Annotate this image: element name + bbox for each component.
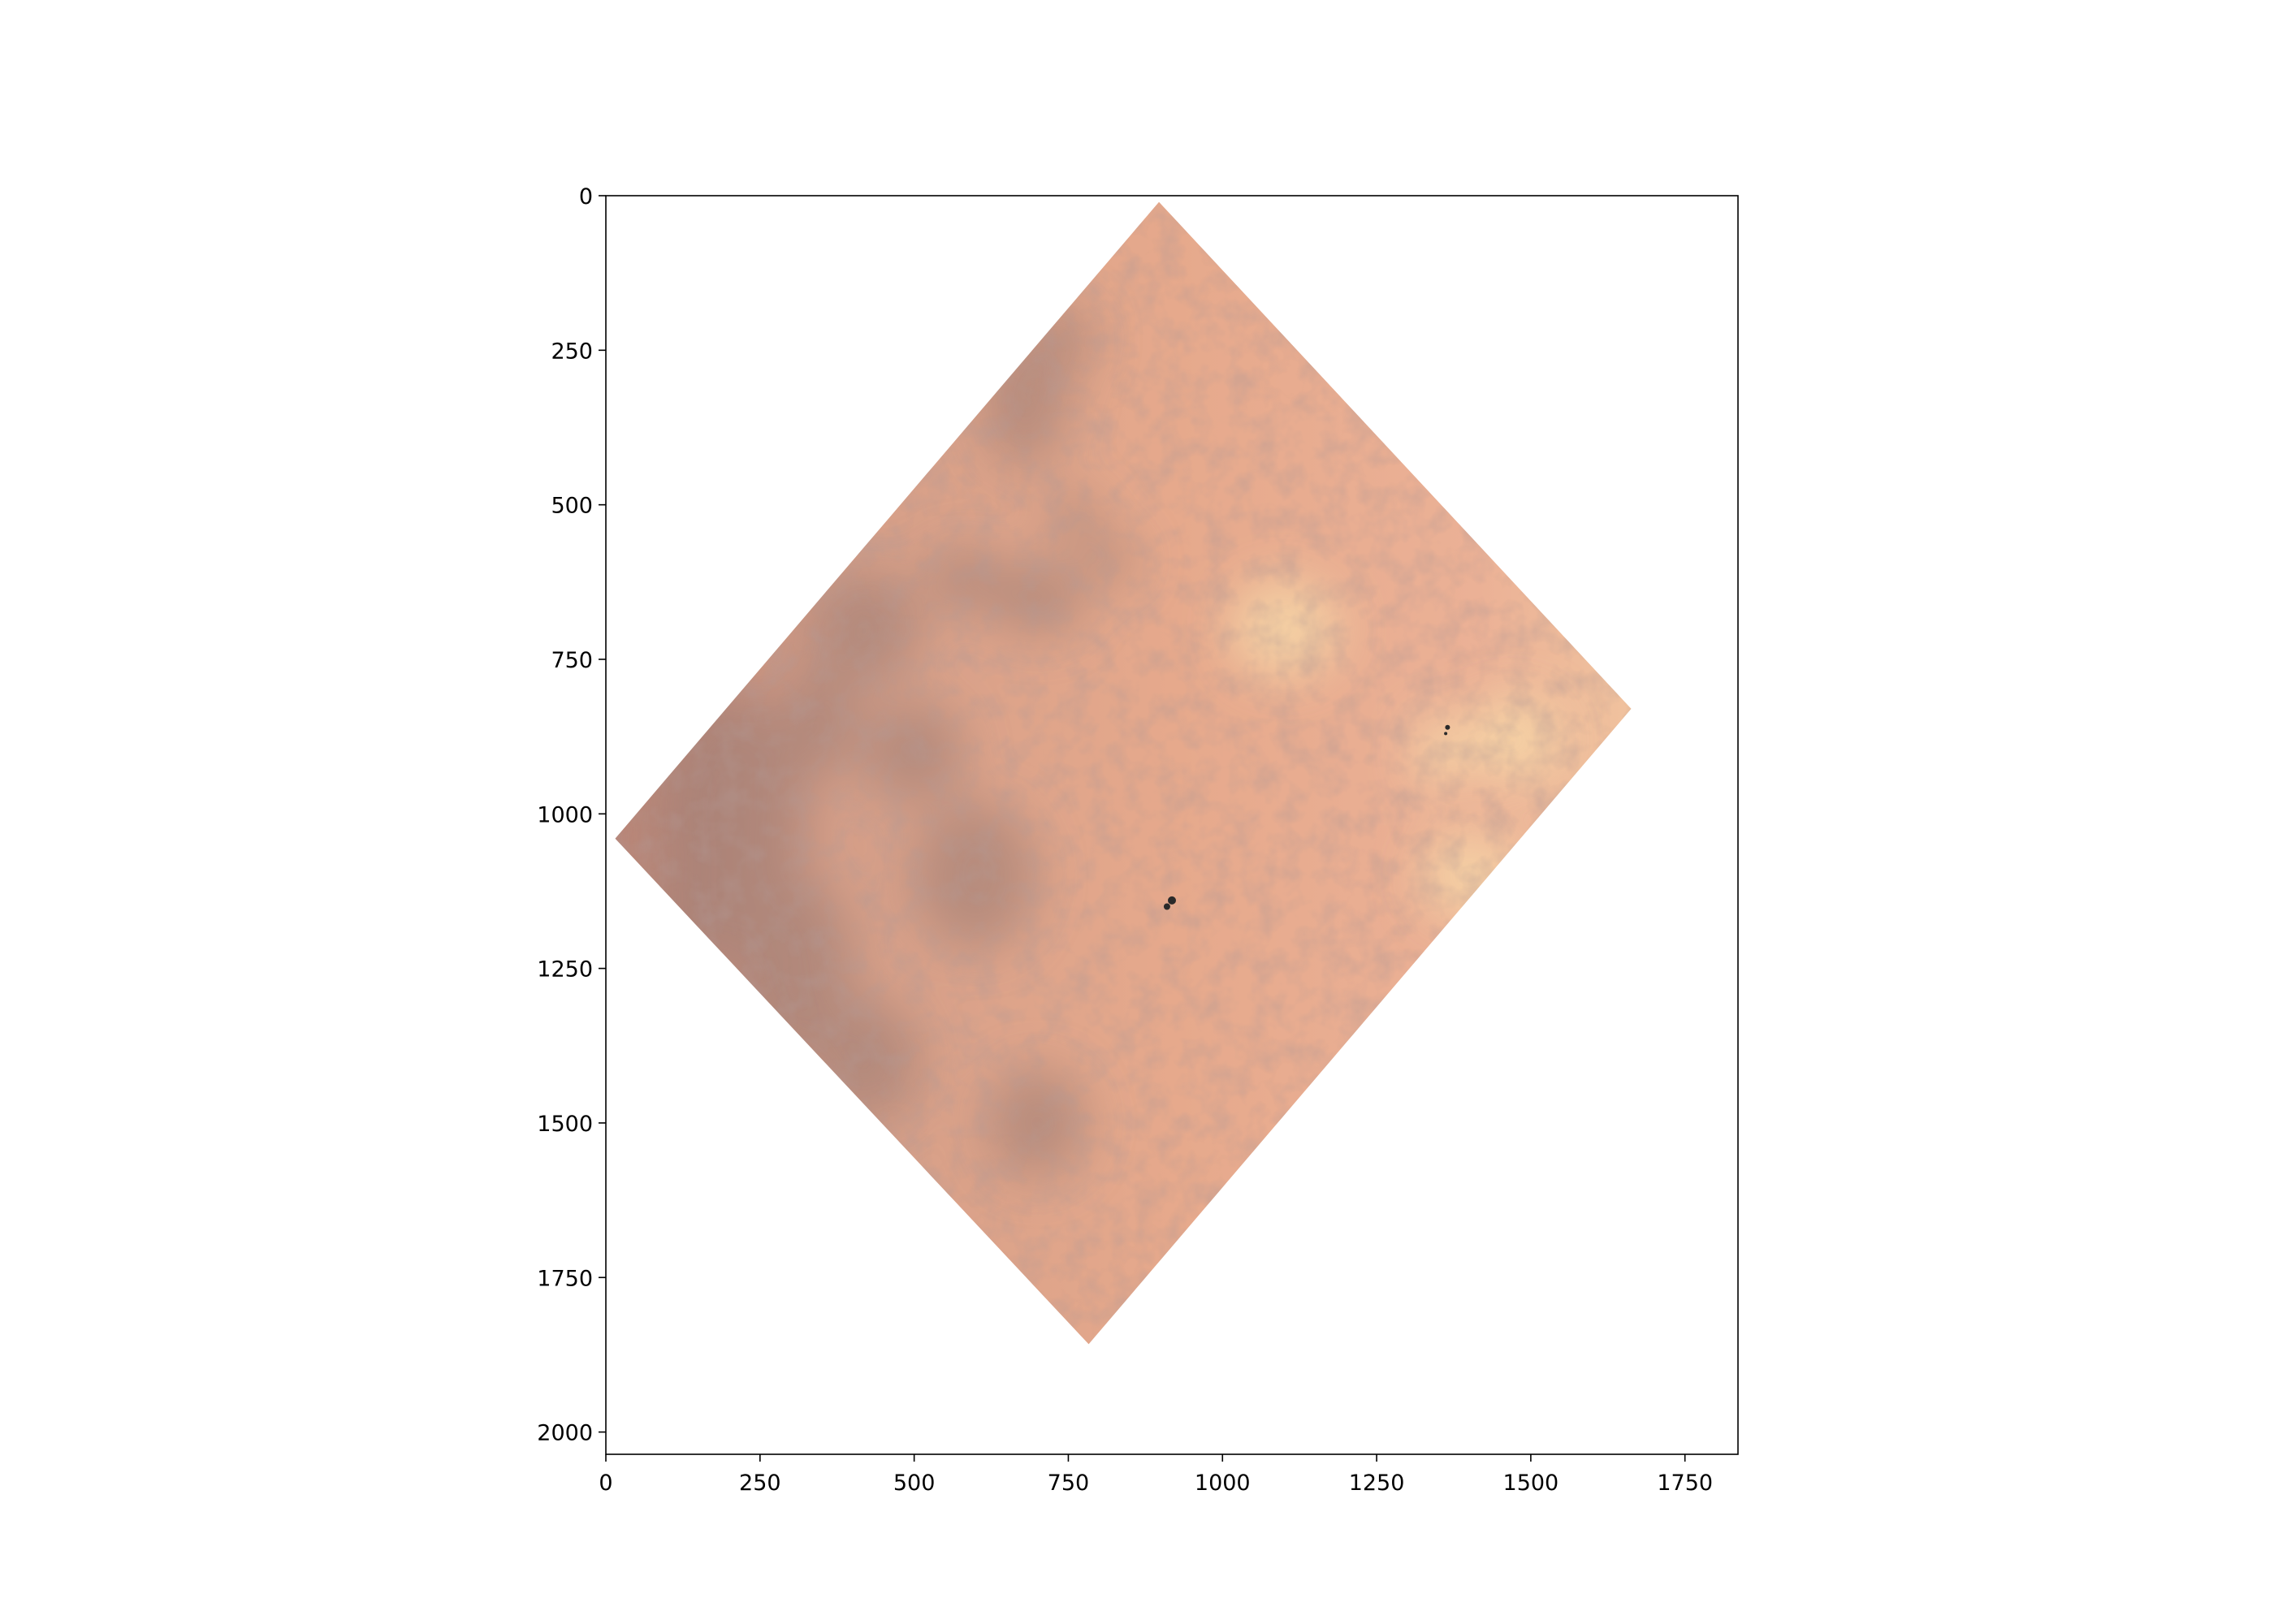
image-texture (615, 201, 1632, 1345)
y-tick-label: 250 (551, 339, 593, 364)
y-axis: 0 250 500 750 1000 1250 1500 1750 2000 (537, 184, 606, 1446)
x-tick-label: 750 (1048, 1471, 1090, 1496)
y-tick-label: 750 (551, 648, 593, 673)
x-tick-label: 1500 (1503, 1471, 1559, 1496)
x-tick-label: 250 (739, 1471, 781, 1496)
dark-speck (1168, 896, 1176, 905)
image-content (615, 201, 1632, 1345)
y-tick-label: 2000 (537, 1421, 593, 1446)
x-tick-label: 1250 (1349, 1471, 1405, 1496)
y-tick-label: 1750 (537, 1266, 593, 1291)
dark-speck (1445, 724, 1450, 730)
y-tick-label: 1500 (537, 1112, 593, 1137)
y-tick-label: 1000 (537, 802, 593, 827)
y-tick-label: 500 (551, 494, 593, 519)
y-tick-label: 0 (579, 184, 593, 209)
x-axis: 0 250 500 750 1000 1250 1500 1750 (599, 1454, 1713, 1496)
dark-speck (1444, 732, 1448, 736)
x-tick-label: 1750 (1657, 1471, 1713, 1496)
dark-speck (1163, 903, 1170, 910)
satellite-image (615, 201, 1632, 1345)
axes-frame (605, 195, 1739, 1455)
x-tick-label: 0 (599, 1471, 612, 1496)
x-tick-label: 500 (893, 1471, 936, 1496)
y-tick-label: 1250 (537, 957, 593, 983)
x-tick-label: 1000 (1195, 1471, 1251, 1496)
